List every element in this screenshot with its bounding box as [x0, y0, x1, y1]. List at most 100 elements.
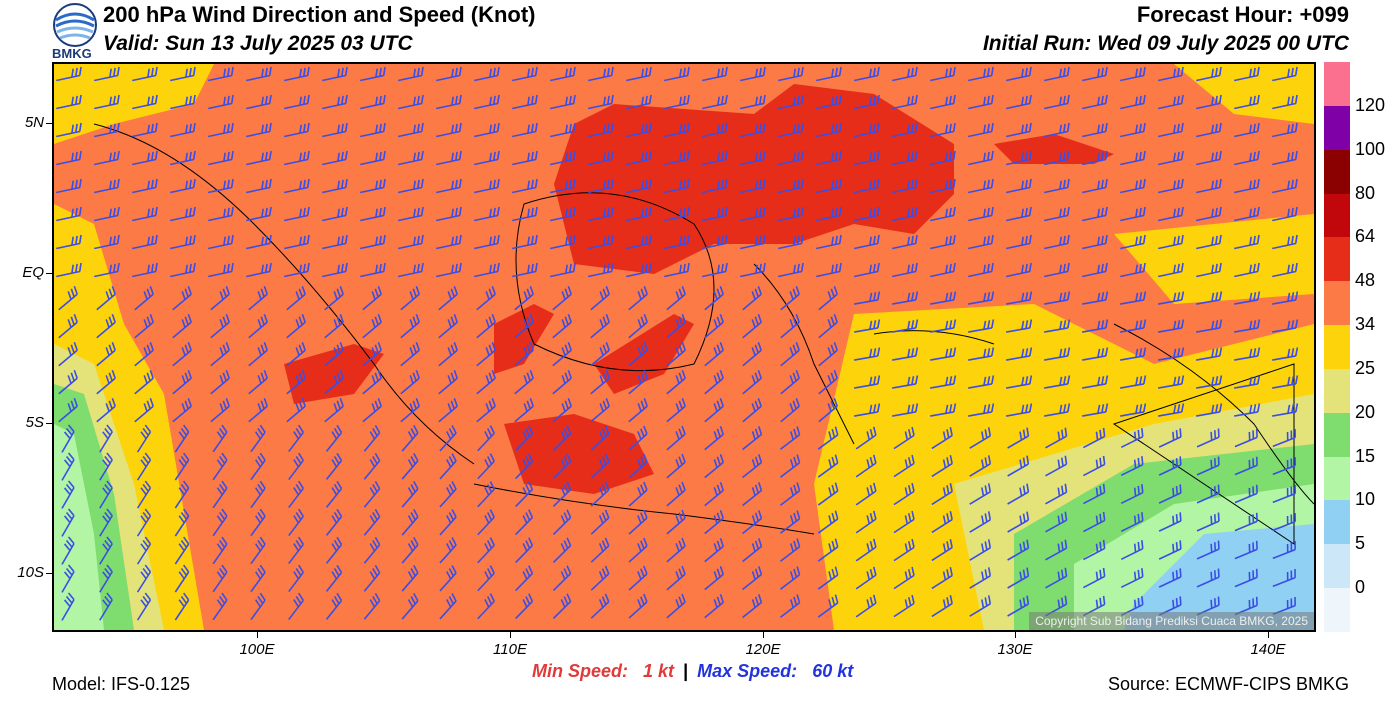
wind-barb — [360, 262, 386, 278]
wind-barb — [855, 482, 877, 506]
wind-barb — [250, 452, 266, 481]
colorbar-label: 20 — [1355, 401, 1376, 422]
wind-barb — [740, 94, 766, 110]
wind-barb — [398, 150, 424, 166]
wind-barb — [892, 150, 918, 166]
wind-barb — [246, 262, 272, 278]
colorbar-segment — [1324, 412, 1350, 457]
wind-barb — [212, 536, 228, 565]
wind-barb — [664, 94, 690, 110]
wind-barb — [930, 291, 957, 305]
wind-barb — [134, 369, 154, 395]
wind-barb — [1196, 234, 1222, 250]
wind-barb — [474, 122, 500, 138]
wind-barb — [61, 592, 75, 621]
wind-barb — [94, 262, 120, 278]
wind-barb — [931, 427, 953, 450]
wind-barb — [550, 122, 576, 138]
wind-barb — [854, 206, 880, 222]
wind-barb — [1196, 347, 1223, 361]
wind-barb — [552, 397, 572, 423]
wind-barb — [132, 262, 158, 278]
wind-barb — [892, 206, 918, 222]
wind-barb — [1006, 122, 1032, 138]
wind-barb — [740, 178, 766, 194]
wind-barb — [854, 375, 881, 389]
wind-barb — [704, 426, 725, 451]
wind-barb — [740, 150, 766, 166]
wind-barb — [1158, 150, 1184, 166]
wind-barb — [94, 206, 120, 222]
wind-barb — [1006, 375, 1033, 389]
wind-barb — [1120, 291, 1147, 305]
wind-barb — [208, 122, 234, 138]
wind-barb — [132, 234, 158, 250]
wind-barb — [626, 66, 652, 82]
wind-barb — [854, 66, 880, 82]
wind-barb — [512, 66, 538, 82]
wind-barb — [250, 480, 266, 509]
wind-barb — [436, 206, 462, 222]
wind-barb — [778, 150, 804, 166]
wind-barb — [208, 150, 234, 166]
wind-barb — [362, 285, 382, 311]
wind-barb — [212, 508, 228, 537]
wind-barb — [1234, 94, 1260, 110]
color-bar — [1324, 62, 1350, 632]
wind-barb — [1082, 567, 1106, 589]
wind-barb — [1044, 291, 1071, 305]
wind-barb — [474, 66, 500, 82]
wind-barb — [134, 285, 154, 311]
wind-barb — [666, 285, 686, 311]
wind-barb — [817, 538, 839, 562]
wind-barb — [590, 509, 610, 535]
wind-barb — [854, 94, 880, 110]
wind-barb — [398, 206, 424, 222]
wind-barb — [968, 319, 995, 333]
wind-barb — [438, 369, 458, 395]
wind-barb — [172, 341, 192, 367]
lon-label-140e: 140E — [1250, 641, 1286, 658]
wind-barb — [1272, 234, 1298, 250]
wind-barb — [969, 427, 992, 449]
wind-barb — [284, 234, 310, 250]
wind-barb — [1196, 319, 1223, 333]
wind-barb — [1158, 347, 1185, 361]
lat-tick-eq — [46, 273, 52, 274]
wind-barb — [742, 397, 762, 423]
wind-barb — [1120, 347, 1147, 361]
wind-barb — [477, 453, 495, 480]
wind-barb — [1120, 66, 1146, 82]
wind-barb — [1234, 456, 1258, 476]
wind-barb — [172, 397, 192, 423]
wind-barb — [58, 397, 78, 423]
wind-barb — [132, 206, 158, 222]
wind-barb — [1006, 94, 1032, 110]
wind-barb — [170, 234, 196, 250]
core-north-east — [994, 134, 1114, 164]
wind-barb — [96, 285, 116, 311]
wind-barb — [588, 94, 614, 110]
wind-barb — [1272, 122, 1298, 138]
wind-barb — [779, 482, 801, 506]
wind-barb — [742, 482, 763, 507]
wind-barb — [1158, 540, 1182, 560]
wind-barb — [1120, 484, 1144, 505]
wind-barb — [854, 150, 880, 166]
wind-barb — [99, 592, 113, 621]
wind-barb — [1006, 262, 1032, 278]
wind-barb — [1045, 455, 1068, 477]
wind-barb — [1158, 178, 1184, 194]
wind-barb — [1158, 375, 1185, 389]
wind-barb — [1272, 403, 1299, 417]
wind-barb — [666, 453, 686, 479]
wind-barb — [968, 262, 994, 278]
wind-barb — [968, 150, 994, 166]
wind-barb — [818, 397, 838, 423]
wind-barb — [134, 313, 154, 339]
wind-barb — [515, 453, 534, 480]
wind-barb — [704, 482, 725, 507]
wind-barb — [628, 481, 648, 507]
wind-barb — [931, 455, 953, 478]
wind-barb — [666, 341, 686, 367]
